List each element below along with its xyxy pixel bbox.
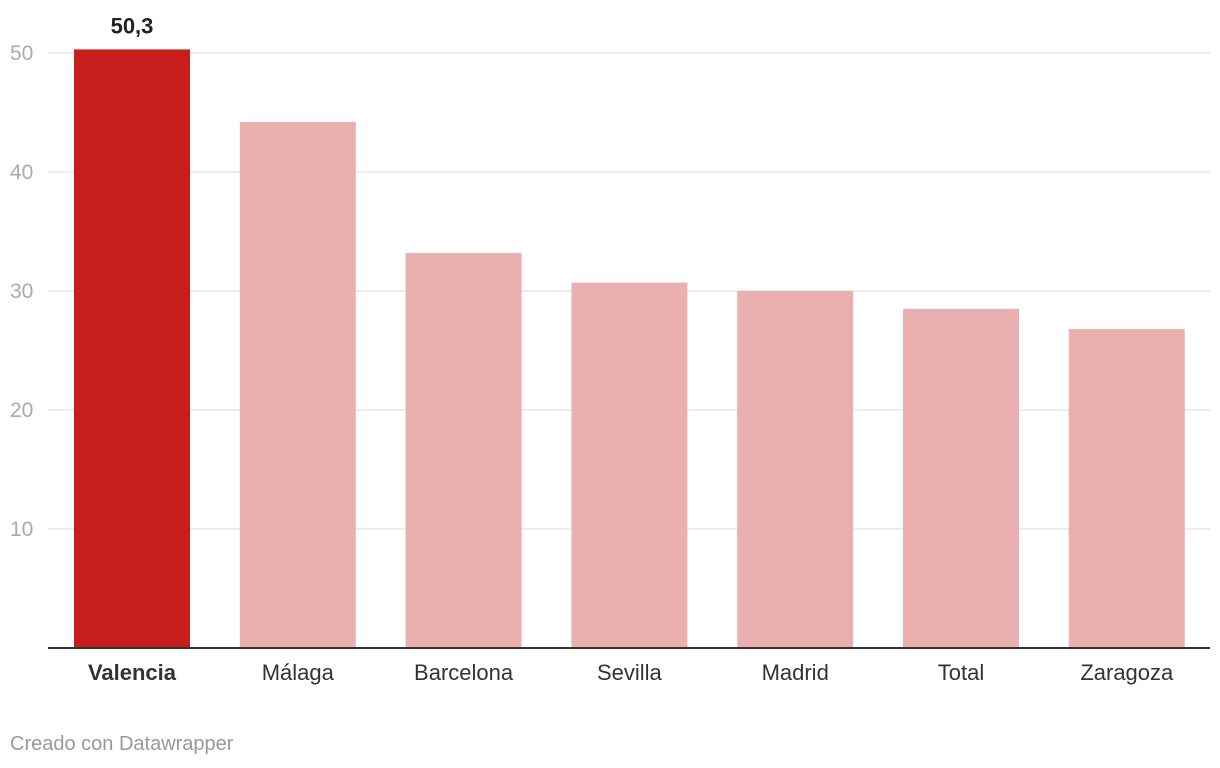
- x-category-label: Zaragoza: [1080, 660, 1174, 685]
- x-axis-labels: Valencia Málaga Barcelona Sevilla Madrid Tota…: [88, 660, 1174, 685]
- bar-madrid: [737, 291, 854, 648]
- bar-zaragoza: [1068, 329, 1185, 648]
- x-category-label: Barcelona: [414, 660, 514, 685]
- y-tick-label: 20: [10, 399, 33, 422]
- x-category-label: Sevilla: [597, 660, 663, 685]
- x-category-label: Málaga: [262, 660, 335, 685]
- y-tick-label: 50: [10, 42, 33, 65]
- x-category-label: Madrid: [762, 660, 829, 685]
- y-tick-label: 30: [10, 280, 33, 303]
- y-tick-label: 10: [10, 518, 33, 541]
- bars: [74, 49, 1185, 649]
- x-category-label: Valencia: [88, 660, 177, 685]
- y-axis-ticks: 10 20 30 40 50: [10, 42, 33, 541]
- value-label-highlight: 50,3: [111, 13, 154, 38]
- value-labels: 50,3: [111, 13, 154, 38]
- x-category-label: Total: [938, 660, 984, 685]
- credit-footer: Creado con Datawrapper: [10, 733, 234, 755]
- bar-málaga: [239, 122, 356, 648]
- bar-sevilla: [571, 282, 688, 648]
- bar-total: [903, 308, 1019, 648]
- y-tick-label: 40: [10, 161, 33, 184]
- bar-valencia: [74, 49, 190, 649]
- bar-barcelona: [405, 252, 522, 649]
